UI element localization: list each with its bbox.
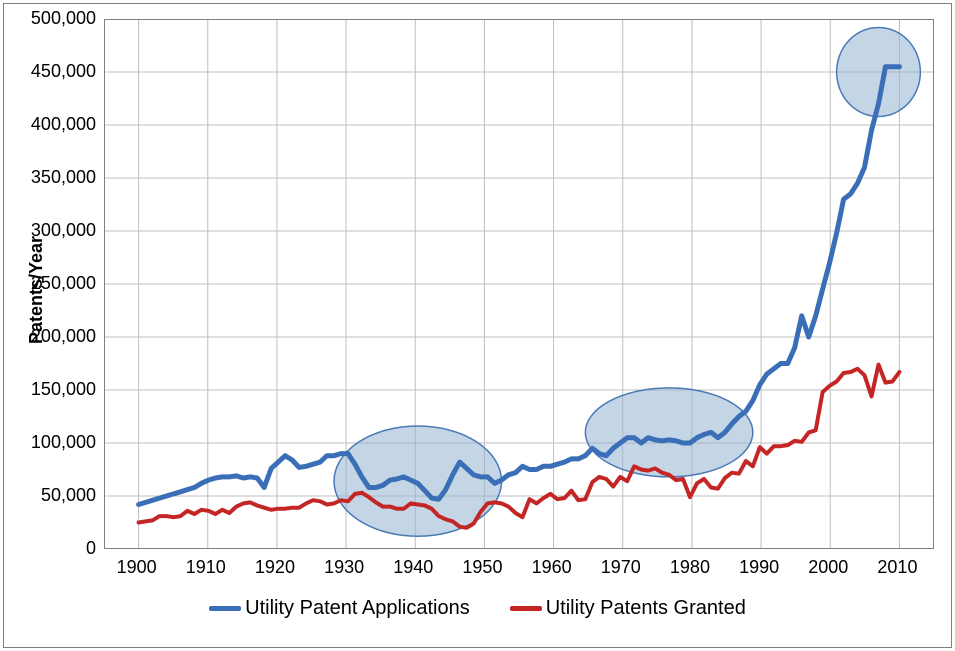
plot-area <box>104 19 934 549</box>
chart-frame: Patents/Year Utility Patent Applications… <box>3 3 952 648</box>
legend-swatch <box>510 606 542 611</box>
legend-label: Utility Patent Applications <box>245 597 470 620</box>
y-tick-label: 150,000 <box>31 379 96 400</box>
x-tick-label: 1910 <box>186 557 226 578</box>
y-tick-label: 250,000 <box>31 273 96 294</box>
legend: Utility Patent Applications Utility Paten… <box>4 597 951 620</box>
y-tick-label: 450,000 <box>31 61 96 82</box>
x-tick-label: 1970 <box>601 557 641 578</box>
x-tick-label: 1920 <box>255 557 295 578</box>
x-tick-label: 1900 <box>117 557 157 578</box>
y-tick-label: 500,000 <box>31 8 96 29</box>
legend-label: Utility Patents Granted <box>546 597 746 620</box>
x-tick-label: 1960 <box>532 557 572 578</box>
y-tick-label: 0 <box>86 538 96 559</box>
y-tick-label: 50,000 <box>41 485 96 506</box>
y-tick-label: 300,000 <box>31 220 96 241</box>
x-tick-label: 2000 <box>808 557 848 578</box>
series-applications <box>139 67 900 505</box>
y-tick-label: 350,000 <box>31 167 96 188</box>
series-granted <box>139 365 900 528</box>
x-tick-label: 1940 <box>393 557 433 578</box>
x-tick-label: 1980 <box>670 557 710 578</box>
x-tick-label: 2010 <box>877 557 917 578</box>
legend-item-granted: Utility Patents Granted <box>510 597 746 620</box>
y-tick-label: 200,000 <box>31 326 96 347</box>
legend-item-applications: Utility Patent Applications <box>209 597 470 620</box>
plot-svg <box>104 19 934 549</box>
x-tick-label: 1930 <box>324 557 364 578</box>
x-tick-label: 1950 <box>462 557 502 578</box>
y-tick-label: 400,000 <box>31 114 96 135</box>
y-tick-label: 100,000 <box>31 432 96 453</box>
legend-swatch <box>209 606 241 611</box>
x-tick-label: 1990 <box>739 557 779 578</box>
